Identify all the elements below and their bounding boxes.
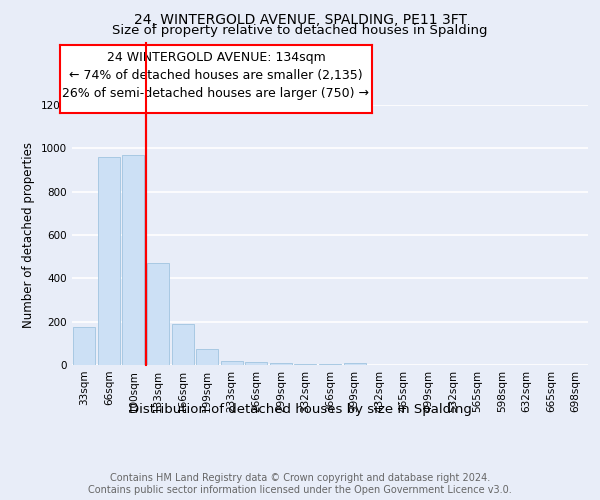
- Bar: [196, 349, 218, 365]
- Bar: [172, 324, 194, 365]
- Text: 24, WINTERGOLD AVENUE, SPALDING, PE11 3FT: 24, WINTERGOLD AVENUE, SPALDING, PE11 3F…: [133, 12, 467, 26]
- Bar: [147, 263, 169, 365]
- Bar: [98, 157, 120, 365]
- Bar: [245, 362, 268, 365]
- Text: Contains HM Land Registry data © Crown copyright and database right 2024.
Contai: Contains HM Land Registry data © Crown c…: [88, 474, 512, 495]
- Bar: [270, 363, 292, 365]
- Y-axis label: Number of detached properties: Number of detached properties: [22, 142, 35, 328]
- Text: Distribution of detached houses by size in Spalding: Distribution of detached houses by size …: [128, 402, 472, 415]
- Bar: [319, 364, 341, 365]
- Bar: [295, 364, 316, 365]
- Bar: [344, 363, 365, 365]
- Text: 24 WINTERGOLD AVENUE: 134sqm
← 74% of detached houses are smaller (2,135)
26% of: 24 WINTERGOLD AVENUE: 134sqm ← 74% of de…: [62, 51, 370, 100]
- Bar: [122, 155, 145, 365]
- Text: Size of property relative to detached houses in Spalding: Size of property relative to detached ho…: [112, 24, 488, 37]
- Bar: [73, 327, 95, 365]
- Bar: [221, 360, 243, 365]
